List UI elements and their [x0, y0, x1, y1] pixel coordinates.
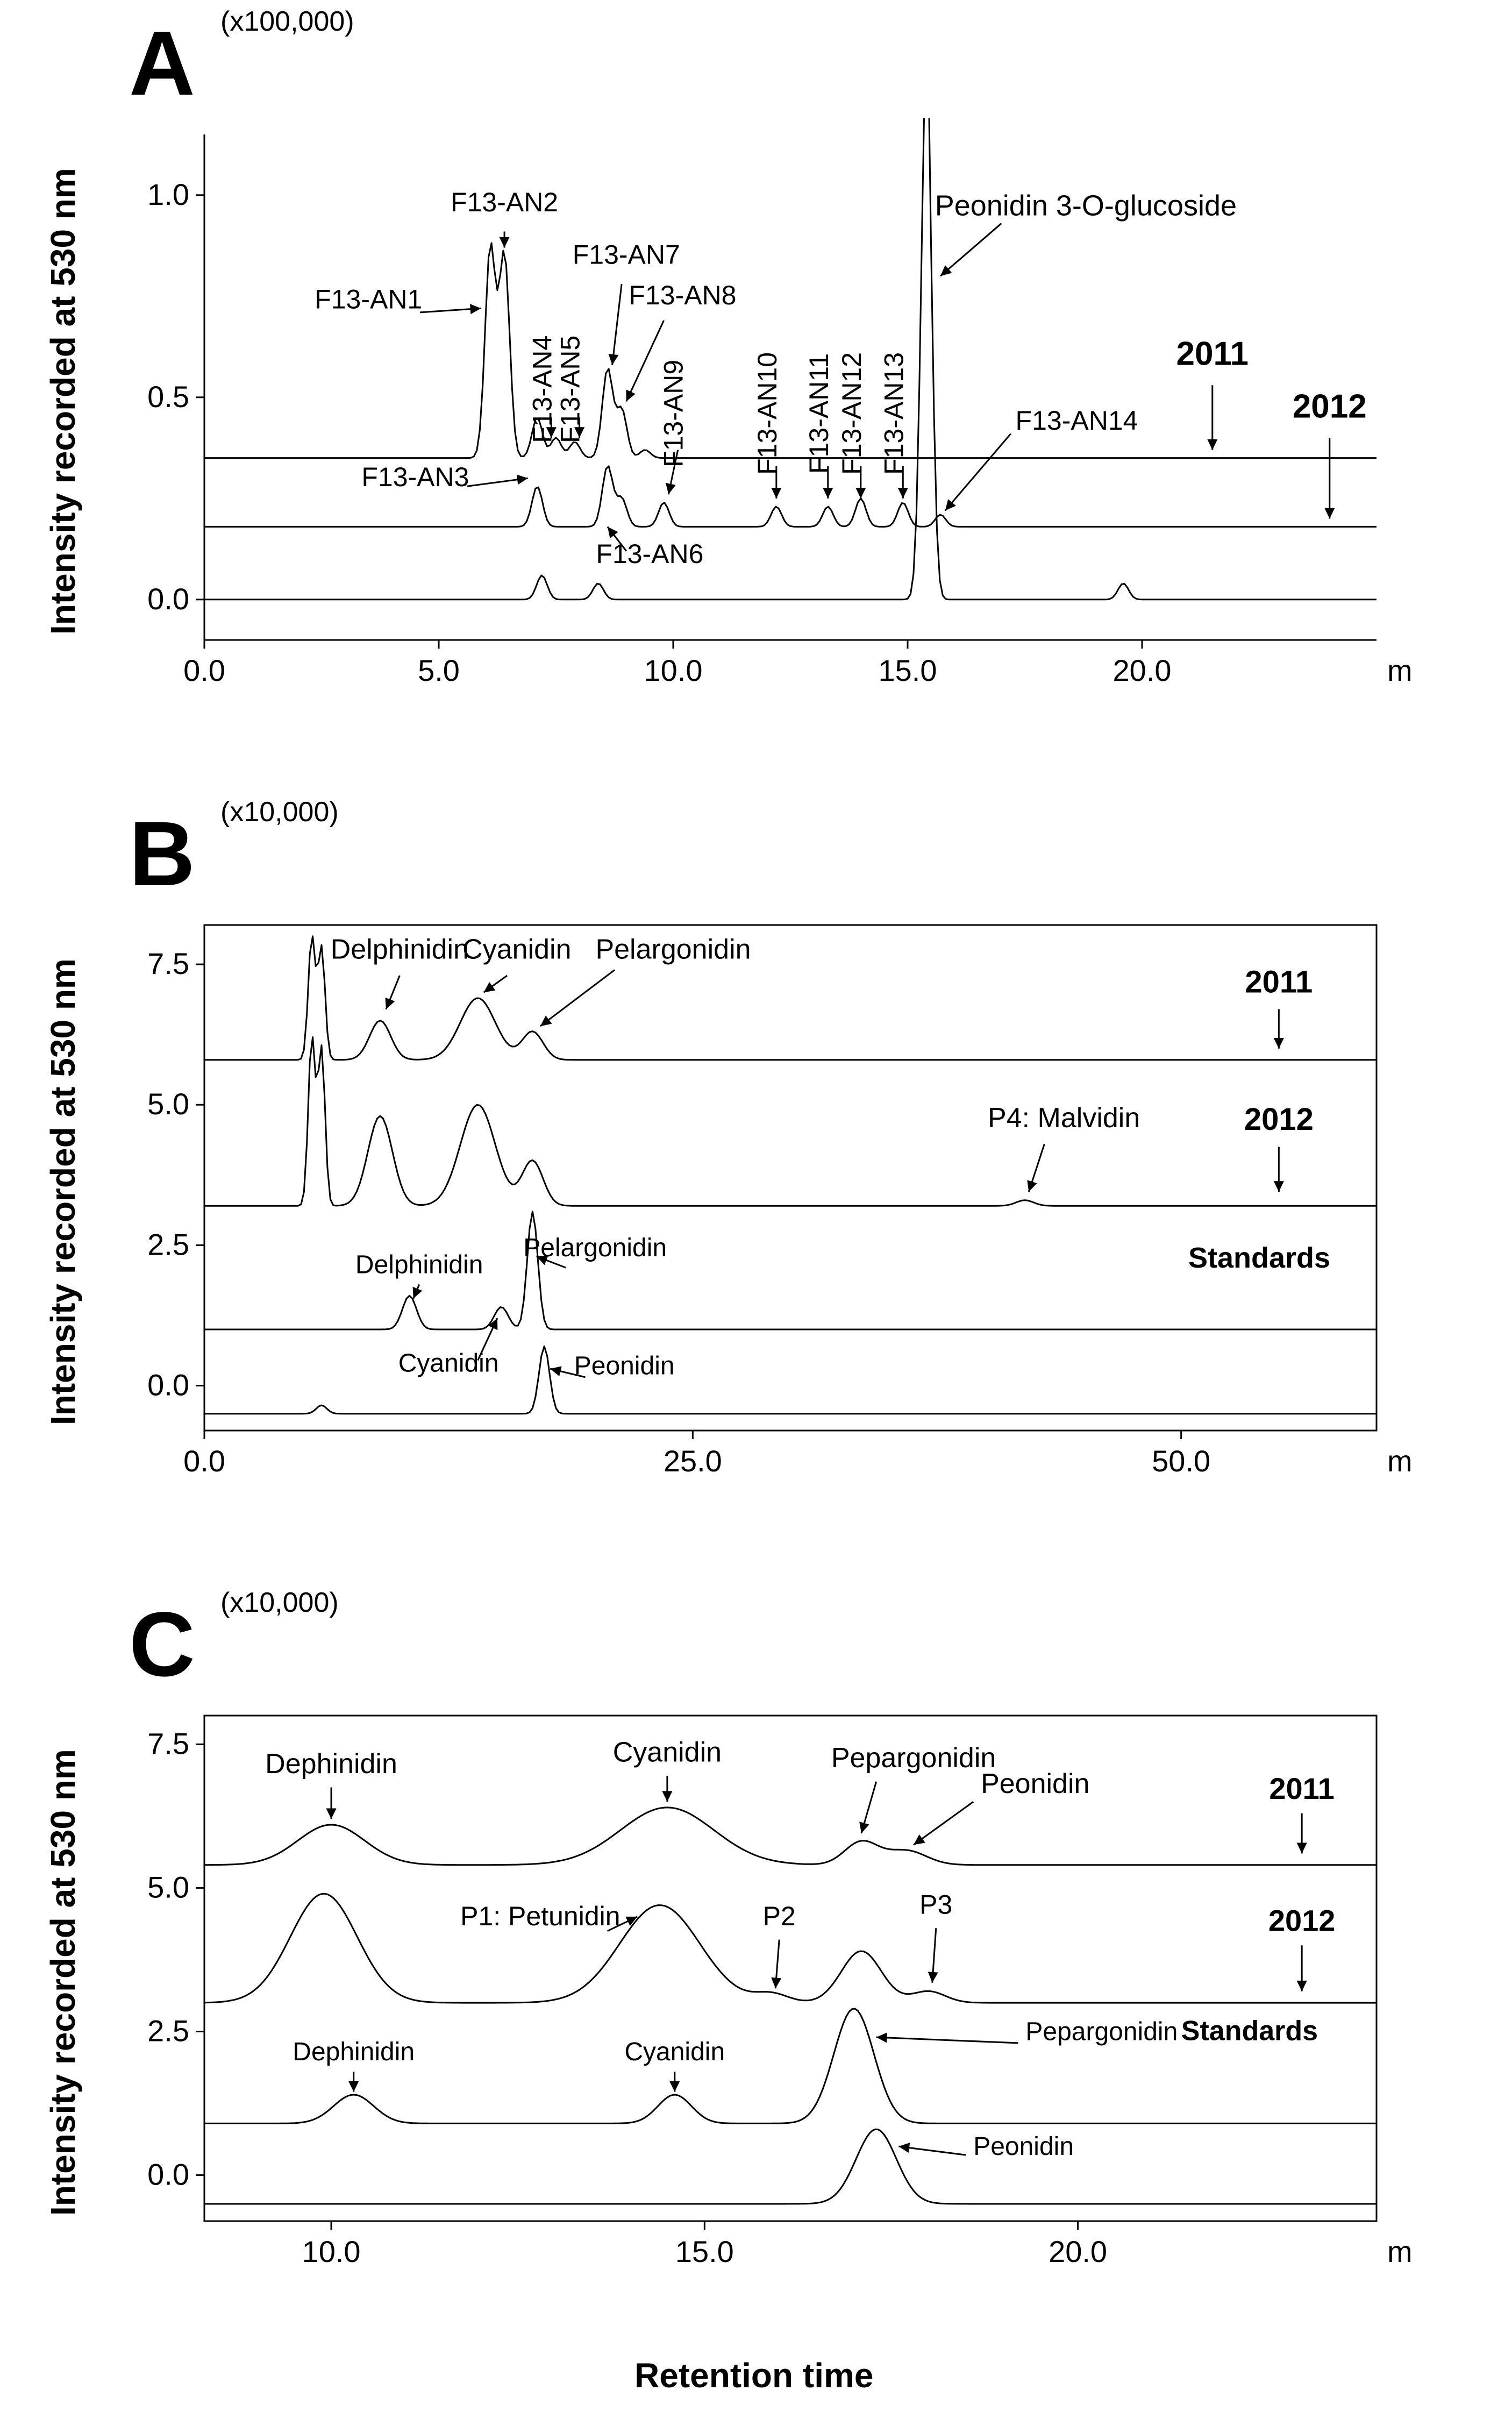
svg-text:Peonidin: Peonidin	[574, 1352, 675, 1381]
svg-text:2.5: 2.5	[147, 2014, 189, 2048]
svg-text:F13-AN10: F13-AN10	[752, 352, 782, 475]
svg-text:Peonidin: Peonidin	[973, 2132, 1074, 2161]
panel-letter-a: A	[129, 11, 195, 116]
svg-text:F13-AN4: F13-AN4	[527, 336, 557, 443]
svg-text:Cyanidin: Cyanidin	[613, 1737, 722, 1768]
figure-page: Intensity recorded at 530 nm A (x100,000…	[0, 0, 1512, 2426]
chart-a: 0.0 0.5 1.0 0.0 5.0 10.0 15.0 20.0 min F13-AN1 F13…	[124, 118, 1414, 731]
svg-text:F13-AN9: F13-AN9	[658, 360, 688, 467]
svg-text:Peonidin: Peonidin	[981, 1768, 1089, 1799]
svg-text:F13-AN1: F13-AN1	[315, 284, 422, 314]
svg-text:Standards: Standards	[1188, 1242, 1330, 1274]
svg-text:F13-AN3: F13-AN3	[361, 462, 469, 492]
svg-text:2012: 2012	[1293, 388, 1367, 425]
svg-text:F13-AN12: F13-AN12	[837, 352, 867, 475]
svg-text:10.0: 10.0	[302, 2235, 361, 2268]
svg-text:7.5: 7.5	[147, 947, 189, 980]
svg-text:Cyanidin: Cyanidin	[462, 934, 571, 965]
svg-text:P1: Petunidin: P1: Petunidin	[460, 1901, 620, 1931]
svg-text:F13-AN13: F13-AN13	[879, 352, 909, 475]
svg-text:min: min	[1387, 2235, 1414, 2268]
svg-text:F13-AN6: F13-AN6	[596, 539, 703, 569]
svg-text:F13-AN8: F13-AN8	[629, 280, 736, 310]
svg-text:5.0: 5.0	[147, 1870, 189, 1904]
panel-b: Intensity recorded at 530 nm B (x10,000)…	[124, 909, 1414, 1522]
svg-text:P4: Malvidin: P4: Malvidin	[988, 1102, 1140, 1134]
svg-text:1.0: 1.0	[147, 177, 189, 211]
chart-c: 0.0 2.5 5.0 7.5 10.0 15.0 20.0 min Dephinidin Cya…	[124, 1699, 1414, 2313]
multiplier-b: (x10,000)	[220, 796, 339, 828]
svg-text:0.0: 0.0	[183, 1444, 225, 1478]
svg-text:Cyanidin: Cyanidin	[624, 2038, 725, 2066]
svg-text:Pelargonidin: Pelargonidin	[595, 934, 751, 965]
svg-text:F13-AN7: F13-AN7	[573, 240, 680, 270]
svg-text:Dephinidin: Dephinidin	[265, 1748, 397, 1780]
svg-text:2012: 2012	[1244, 1102, 1314, 1137]
svg-text:2011: 2011	[1176, 336, 1249, 373]
svg-text:F13-AN11: F13-AN11	[804, 353, 834, 474]
svg-text:Delphinidin: Delphinidin	[331, 934, 469, 965]
svg-text:0.0: 0.0	[147, 2158, 189, 2192]
svg-text:2011: 2011	[1269, 1772, 1335, 1805]
svg-text:0.5: 0.5	[147, 380, 189, 414]
panel-a: Intensity recorded at 530 nm A (x100,000…	[124, 118, 1414, 731]
svg-text:P2: P2	[763, 1901, 796, 1931]
svg-text:Pepargonidin: Pepargonidin	[831, 1742, 996, 1774]
svg-text:F13-AN14: F13-AN14	[1016, 405, 1138, 436]
svg-text:5.0: 5.0	[418, 653, 460, 687]
svg-text:min: min	[1387, 1444, 1414, 1478]
svg-text:Cyanidin: Cyanidin	[398, 1349, 499, 1377]
svg-text:F13-AN5: F13-AN5	[555, 336, 586, 443]
svg-text:7.5: 7.5	[147, 1726, 189, 1760]
svg-text:25.0: 25.0	[664, 1444, 722, 1478]
svg-text:Delphinidin: Delphinidin	[355, 1251, 483, 1279]
svg-text:2011: 2011	[1245, 964, 1313, 999]
svg-text:2.5: 2.5	[147, 1227, 189, 1261]
panel-letter-b: B	[129, 801, 195, 907]
svg-text:P3: P3	[919, 1890, 952, 1920]
svg-text:5.0: 5.0	[147, 1087, 189, 1121]
chart-b: 0.02.55.07.50.025.050.0minDelphinidinCya…	[124, 909, 1414, 1522]
y-axis-label: Intensity recorded at 530 nm	[43, 958, 83, 1425]
svg-text:0.0: 0.0	[147, 1368, 189, 1401]
svg-text:0.0: 0.0	[183, 653, 225, 687]
svg-text:10.0: 10.0	[644, 653, 703, 687]
svg-text:20.0: 20.0	[1113, 653, 1172, 687]
svg-text:min: min	[1387, 653, 1414, 687]
svg-text:Pepargonidin: Pepargonidin	[1025, 2018, 1178, 2046]
y-axis-label: Intensity recorded at 530 nm	[43, 168, 83, 635]
multiplier-a: (x100,000)	[220, 5, 354, 38]
svg-text:F13-AN2: F13-AN2	[451, 187, 558, 217]
y-axis-label: Intensity recorded at 530 nm	[43, 1749, 83, 2216]
multiplier-c: (x10,000)	[220, 1586, 339, 1619]
panel-letter-c: C	[129, 1592, 195, 1697]
svg-text:15.0: 15.0	[675, 2235, 734, 2268]
svg-text:20.0: 20.0	[1049, 2235, 1107, 2268]
svg-text:Standards: Standards	[1181, 2016, 1318, 2047]
svg-text:0.0: 0.0	[147, 582, 189, 616]
svg-text:15.0: 15.0	[879, 653, 937, 687]
panel-c: Intensity recorded at 530 nm C (x10,000)…	[124, 1699, 1414, 2313]
svg-text:50.0: 50.0	[1152, 1444, 1210, 1478]
svg-text:Peonidin 3-O-glucoside: Peonidin 3-O-glucoside	[935, 189, 1237, 222]
svg-text:2012: 2012	[1268, 1904, 1336, 1938]
svg-text:Dephinidin: Dephinidin	[293, 2038, 415, 2066]
x-axis-label: Retention time	[634, 2356, 873, 2395]
